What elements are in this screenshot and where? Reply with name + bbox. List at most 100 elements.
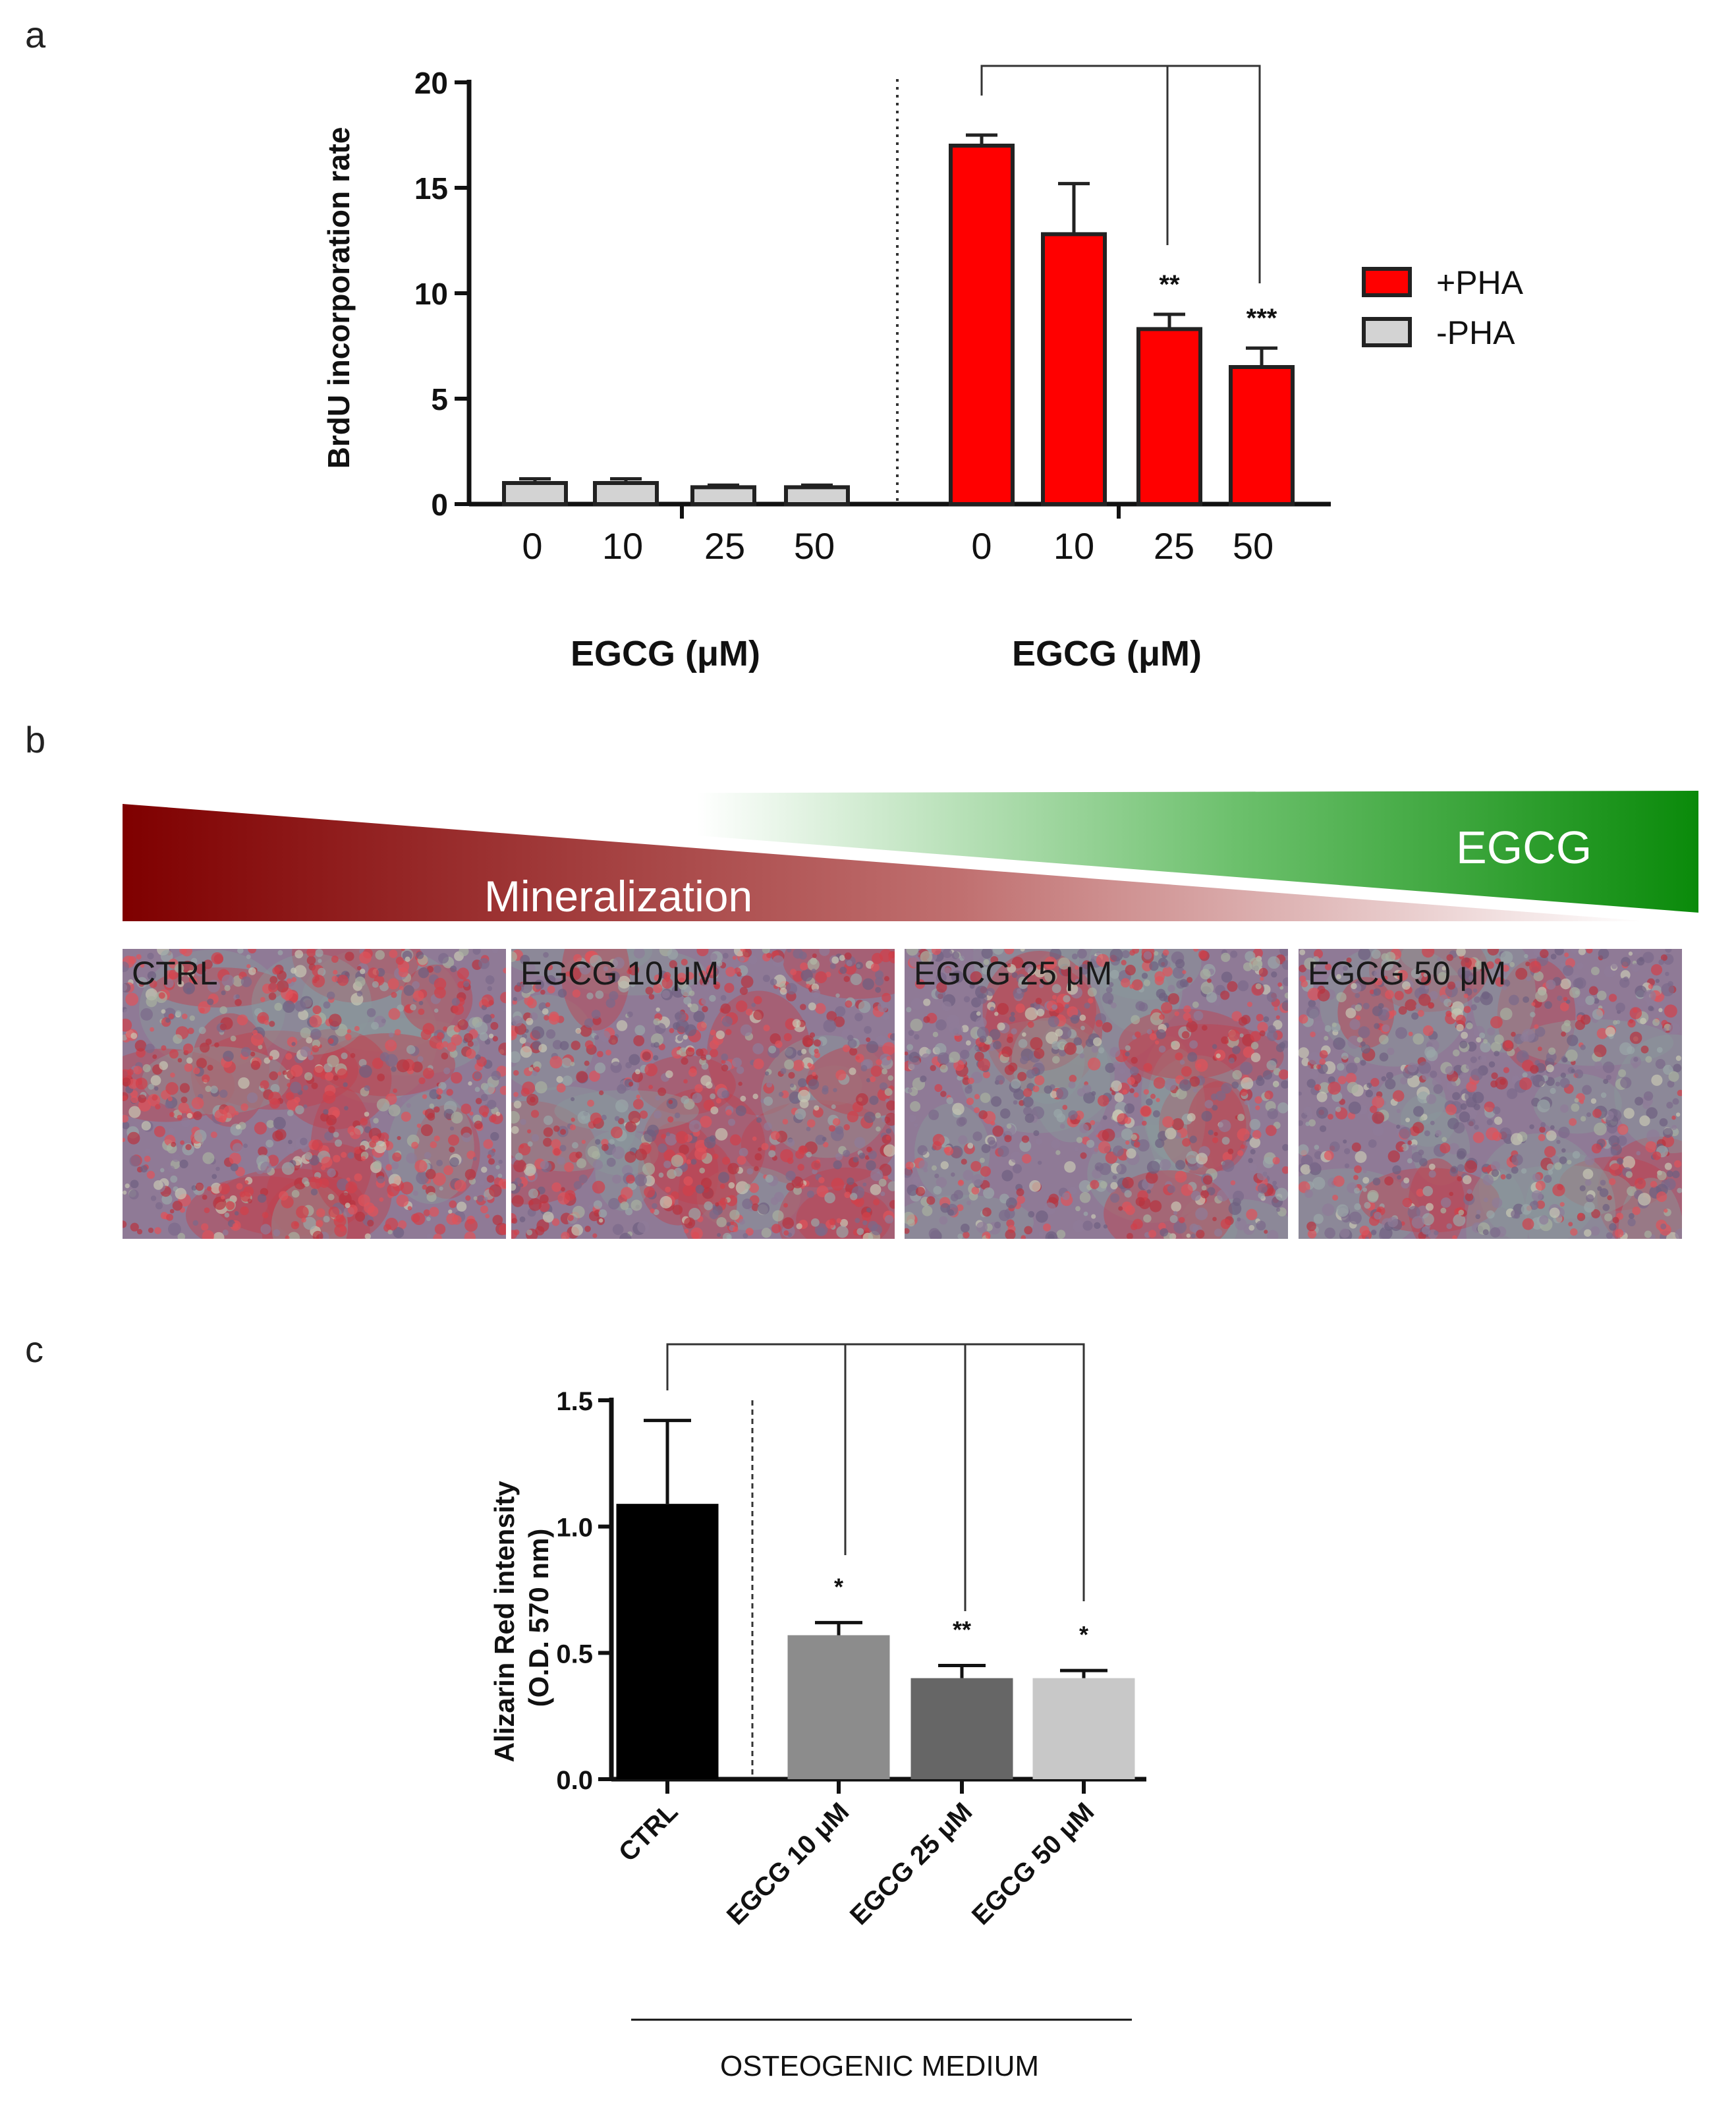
micrograph-cell xyxy=(1450,1166,1458,1174)
micrograph-cell xyxy=(373,1118,379,1124)
micrograph-cell xyxy=(1066,983,1078,995)
micrograph-cell xyxy=(1161,1002,1173,1014)
micrograph-cell xyxy=(1162,966,1173,977)
micrograph-cell xyxy=(1445,1104,1457,1116)
micrograph-cell xyxy=(793,949,803,959)
micrograph-cell xyxy=(564,1162,574,1172)
micrograph-cell xyxy=(1073,1220,1085,1233)
micrograph-cell xyxy=(627,1011,633,1017)
micrograph-cell xyxy=(1035,1138,1042,1145)
micrograph-cell xyxy=(161,1009,166,1014)
micrograph-cell xyxy=(1501,984,1507,990)
micrograph-cell xyxy=(690,1227,703,1239)
micrograph-cell xyxy=(1052,994,1057,1000)
micrograph-cell xyxy=(264,1019,269,1025)
micrograph-cell xyxy=(810,1218,820,1227)
micrograph-cell xyxy=(1628,952,1633,956)
micrograph-cell xyxy=(319,1178,329,1188)
micrograph-cell xyxy=(650,1209,655,1214)
micrograph-cell xyxy=(928,1228,940,1239)
micrograph-cell xyxy=(1001,1170,1013,1182)
micrograph-cell xyxy=(1134,1031,1141,1038)
micrograph-cell xyxy=(1146,1160,1160,1174)
micrograph-cell xyxy=(1143,1063,1152,1072)
micrograph-cell xyxy=(1189,1076,1200,1087)
micrograph-cell xyxy=(475,1098,482,1104)
micrograph-cell xyxy=(1127,1077,1135,1085)
micrograph-cell xyxy=(1125,1051,1130,1057)
micrograph-cell xyxy=(193,1067,200,1075)
micrograph-cell xyxy=(1075,979,1081,984)
micrograph-cell xyxy=(1360,1060,1366,1066)
micrograph-cell xyxy=(451,998,461,1006)
micrograph-cell xyxy=(1664,1209,1668,1213)
micrograph-cell xyxy=(875,977,884,986)
comparison-bracket-c xyxy=(666,1343,1085,1601)
micrograph-cell xyxy=(1102,1022,1113,1033)
micrograph-cell xyxy=(234,1211,239,1216)
micrograph-cell xyxy=(644,1186,656,1198)
micrograph-cell xyxy=(1476,1037,1482,1043)
micrograph-cell xyxy=(673,1168,683,1177)
micrograph-cell xyxy=(1572,1151,1581,1159)
micrograph-cell xyxy=(324,1131,334,1141)
micrograph-cell xyxy=(1592,1108,1602,1118)
micrograph-cell xyxy=(1268,956,1281,969)
micrograph-cell xyxy=(1600,1092,1607,1098)
micrograph-cell xyxy=(511,1230,518,1239)
micrograph-cell xyxy=(276,980,289,993)
micrograph-cell xyxy=(294,965,307,978)
micrograph-cell xyxy=(785,1170,796,1181)
micrograph-cell xyxy=(171,1141,177,1147)
micrograph-cell xyxy=(323,1001,331,1009)
micrograph-cell xyxy=(958,1135,968,1145)
micrograph-cell xyxy=(990,1006,995,1011)
micrograph-cell xyxy=(125,1183,130,1189)
micrograph-cell xyxy=(1534,1027,1546,1037)
micrograph-cell xyxy=(961,949,974,961)
micrograph-cell xyxy=(438,1082,447,1091)
micrograph-cell xyxy=(1407,1062,1418,1073)
micrograph-cell xyxy=(1240,1144,1245,1149)
micrograph-cell xyxy=(944,1147,954,1156)
micrograph-cell xyxy=(244,1180,249,1185)
micrograph-cell xyxy=(1467,1189,1472,1195)
micrograph-cell xyxy=(1227,1149,1234,1154)
micrograph-cell xyxy=(1511,1209,1520,1219)
micrograph-cell xyxy=(740,949,746,952)
micrograph-cell xyxy=(812,953,817,958)
micrograph-cell xyxy=(1374,968,1386,981)
micrograph-cell xyxy=(240,976,252,988)
micrograph-cell xyxy=(1336,992,1347,1003)
micrograph-cell xyxy=(721,1090,730,1098)
micrograph-cell xyxy=(1648,1006,1654,1011)
micrograph-cell xyxy=(875,1035,887,1047)
micrograph-cell xyxy=(793,1060,804,1071)
micrograph-cell xyxy=(395,956,405,965)
micrograph-cell xyxy=(1422,1185,1434,1197)
micrograph-cell xyxy=(1262,1070,1273,1080)
micrograph-cell xyxy=(976,1011,981,1016)
micrograph-cell xyxy=(1091,1046,1098,1053)
micrograph-cell xyxy=(1129,984,1134,989)
micrograph-cell xyxy=(1275,1015,1280,1019)
micrograph-cell xyxy=(1095,1019,1103,1027)
micrograph-cell xyxy=(1664,1162,1672,1170)
micrograph-cell xyxy=(754,1166,759,1172)
micrograph-cell xyxy=(862,978,874,990)
micrograph-cell xyxy=(434,1135,440,1142)
micrograph-cell xyxy=(1097,1095,1109,1107)
micrograph-cell xyxy=(328,1013,342,1027)
micrograph-cell xyxy=(1064,1161,1076,1173)
x-tick-label-a: 50 xyxy=(794,525,835,567)
micrograph-cell xyxy=(742,1233,748,1239)
micrograph-cell xyxy=(127,1131,140,1145)
micrograph-cell xyxy=(422,1184,428,1190)
micrograph-cell xyxy=(932,1133,945,1146)
micrograph-label: EGCG 10 μM xyxy=(520,955,719,992)
micrograph-cell xyxy=(1571,1069,1575,1073)
micrograph-cell xyxy=(1090,1180,1100,1189)
micrograph-cell xyxy=(1254,1096,1262,1104)
micrograph-cell xyxy=(543,1127,553,1137)
micrograph-cell xyxy=(1548,1047,1556,1055)
